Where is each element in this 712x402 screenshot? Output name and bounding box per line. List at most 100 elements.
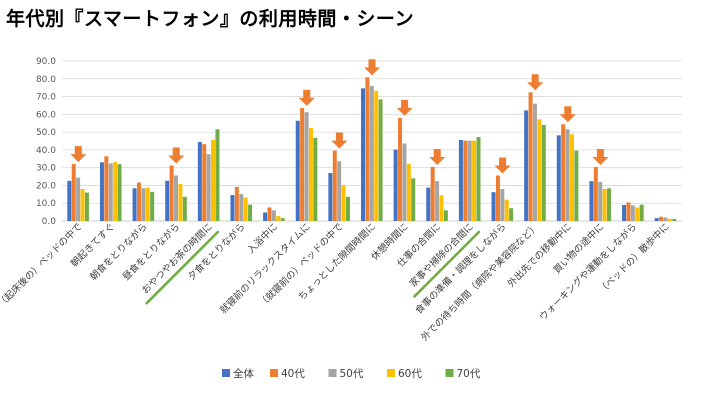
bar-70代 [215,129,220,221]
bar-40代 [169,165,174,221]
bar-60代 [504,199,509,221]
bar-全体 [132,188,137,221]
bar-全体 [654,218,659,221]
bar-40代 [463,140,468,221]
bar-40代 [234,186,239,221]
bar-70代 [476,137,481,221]
y-tick-label: 20.0 [36,181,56,191]
bar-70代 [443,210,448,221]
bar-全体 [230,195,235,221]
bar-全体 [165,180,170,221]
bar-50代 [369,85,374,221]
highlight-arrow-icon [364,59,380,76]
emphasis-underline [145,230,220,305]
bar-60代 [145,187,150,221]
bar-50代 [271,210,276,221]
bar-60代 [472,140,477,221]
bar-50代 [239,193,244,221]
bar-40代 [136,182,141,221]
bar-60代 [635,207,640,221]
bar-40代 [332,150,337,221]
y-tick-label: 90.0 [36,57,56,67]
legend-swatch [387,369,395,377]
bar-60代 [569,134,574,221]
legend-swatch [445,369,454,377]
highlight-arrow-icon [331,132,348,149]
bar-60代 [243,197,248,221]
bar-全体 [99,162,104,221]
category-label: 朝食をとりながら [87,221,149,283]
bar-50代 [500,189,505,221]
chart-title: 年代別『スマートフォン』の利用時間・シーン [6,8,414,30]
bar-70代 [313,137,318,221]
bar-60代 [667,218,672,221]
category-label: 家事や掃除の合間に [407,221,476,290]
bar-50代 [206,154,211,221]
legend-label: 40代 [281,368,305,380]
legend-label: 60代 [398,368,422,380]
bar-60代 [406,164,411,221]
bar-70代 [150,191,155,221]
bar-70代 [345,196,350,221]
category-label: 夕食をとりながら [185,221,247,283]
bar-50代 [565,129,570,221]
legend-swatch [222,369,230,377]
bar-70代 [639,204,644,221]
bar-70代 [117,164,122,221]
legend-swatch [328,369,337,377]
bar-50代 [174,175,179,221]
bar-60代 [602,189,607,221]
bar-40代 [300,107,305,221]
bar-50代 [467,140,472,221]
highlight-arrow-icon [168,147,185,164]
bar-全体 [67,180,72,221]
highlight-arrow-icon [592,148,609,165]
bar-全体 [622,205,627,221]
y-tick-label: 40.0 [36,146,56,156]
bar-60代 [276,216,281,221]
bar-40代 [528,92,533,222]
bar-70代 [607,188,612,221]
bar-70代 [509,208,514,221]
category-label: 昼食をとりながら [120,221,182,283]
bar-70代 [411,178,416,221]
highlight-arrow-icon [559,106,576,123]
bar-70代 [280,218,285,221]
legend-label: 50代 [340,368,364,380]
bar-40代 [659,216,664,221]
bar-60代 [439,195,444,221]
bar-全体 [556,135,561,221]
category-label: 外での待ち時間（病院や美容院など） [419,221,542,344]
bar-70代 [672,218,677,221]
highlight-arrow-icon [527,74,544,91]
bar-50代 [108,163,113,221]
bar-40代 [593,166,598,221]
bar-40代 [104,156,109,221]
bar-全体 [491,192,496,221]
legend-label: 70代 [457,368,481,380]
bar-40代 [398,117,403,221]
bar-40代 [430,166,435,221]
category-label: 外出先での移動中に [505,221,574,290]
bar-50代 [598,181,603,221]
bar-50代 [76,177,81,221]
y-tick-label: 0.0 [42,217,57,227]
emphasis-underline [413,230,481,298]
y-tick-label: 60.0 [36,110,56,120]
y-tick-label: 70.0 [36,93,56,103]
bar-全体 [524,110,529,221]
bar-60代 [308,127,313,221]
bar-70代 [574,150,579,221]
highlight-arrow-icon [298,89,315,106]
bar-70代 [84,192,89,221]
legend-label: 全体 [233,367,254,380]
bar-40代 [626,202,631,221]
bar-50代 [141,188,146,221]
y-tick-label: 80.0 [36,75,56,85]
bar-50代 [532,103,537,221]
bar-50代 [402,143,407,221]
y-tick-label: 30.0 [36,164,56,174]
bar-全体 [263,212,268,221]
bar-全体 [197,142,202,221]
bar-50代 [663,217,668,221]
